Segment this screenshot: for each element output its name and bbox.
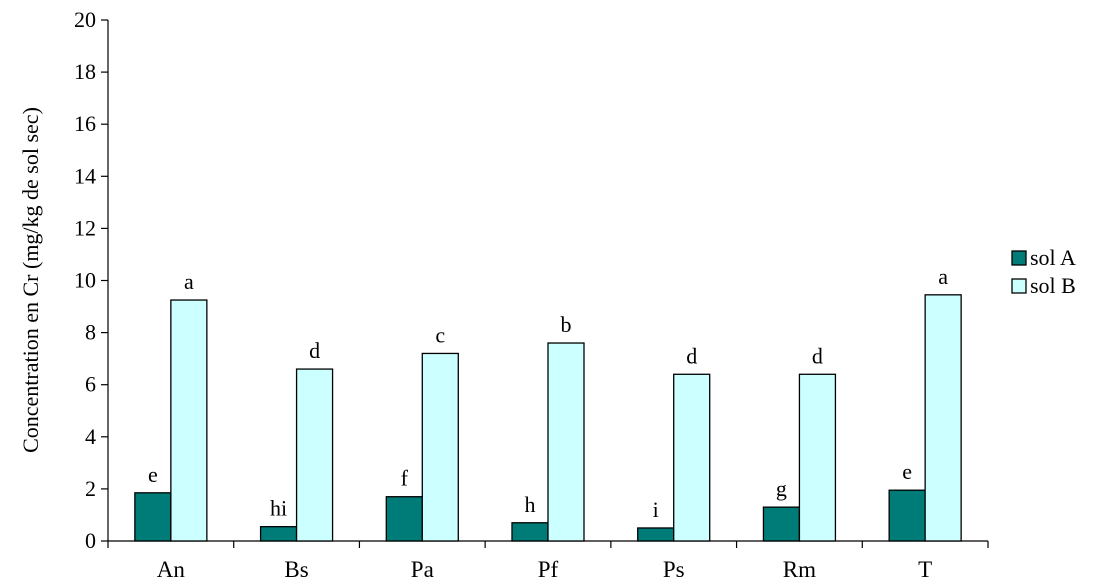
- legend-label: sol B: [1030, 273, 1076, 298]
- bars: e a hi d f c h b i d g d e a: [134, 264, 962, 542]
- x-tick-label: Pa: [411, 557, 434, 582]
- legend: sol A sol B: [1011, 245, 1076, 298]
- y-tick-label: 6: [85, 372, 96, 397]
- y-tick-label: 2: [85, 476, 96, 501]
- y-tick-label: 8: [85, 320, 96, 345]
- bar-sol-b-rm: [798, 373, 837, 542]
- bar-sol-b-pa: [421, 352, 459, 542]
- data-label: e: [902, 459, 912, 484]
- data-label: d: [309, 338, 320, 363]
- legend-swatch: [1011, 278, 1027, 294]
- bar-sol-a-rm: [762, 506, 801, 542]
- data-label: f: [401, 466, 409, 491]
- data-label: g: [776, 476, 787, 501]
- bar-sol-b-an: [170, 299, 208, 542]
- bar-sol-a-bs: [259, 526, 298, 542]
- bar-sol-b-bs: [295, 368, 334, 542]
- legend-swatch: [1011, 250, 1027, 266]
- bar-sol-b-t: [924, 294, 962, 542]
- y-tick-label: 10: [74, 268, 96, 293]
- data-label: b: [561, 312, 572, 337]
- y-tick-label: 14: [74, 163, 96, 188]
- x-tick-label: Pf: [538, 557, 559, 582]
- y-tick-label: 0: [85, 528, 96, 553]
- y-tick-label: 4: [85, 424, 96, 449]
- data-label: hi: [270, 496, 287, 521]
- bar-sol-a-ps: [637, 527, 675, 542]
- bar-sol-a-pa: [385, 496, 423, 542]
- bar-sol-b-ps: [673, 373, 711, 542]
- y-axis-title: Concentration en Cr (mg/kg de sol sec): [18, 107, 43, 453]
- bar-sol-a-t: [888, 489, 926, 542]
- x-tick-label: Bs: [284, 557, 308, 582]
- x-tick-label: T: [918, 557, 932, 582]
- bar-sol-a-pf: [511, 522, 549, 542]
- y-tick-label: 16: [74, 111, 96, 136]
- y-axis-title-group: Concentration en Cr (mg/kg de sol sec): [18, 107, 43, 453]
- x-tick-label: Rm: [783, 557, 816, 582]
- y-tick-label: 12: [74, 215, 96, 240]
- data-label: d: [686, 343, 697, 368]
- y-tick-label: 18: [74, 59, 96, 84]
- data-label: a: [938, 264, 948, 289]
- legend-label: sol A: [1030, 245, 1076, 270]
- data-label: e: [148, 462, 158, 487]
- x-tick-label: Ps: [663, 557, 685, 582]
- data-label: h: [525, 492, 536, 517]
- x-tick-label: An: [157, 557, 186, 582]
- bar-sol-a-an: [134, 492, 172, 542]
- data-label: a: [184, 269, 194, 294]
- data-label: d: [812, 343, 823, 368]
- axes: 0 2 4 6 8 10 12 14 16 18 20: [74, 7, 989, 553]
- bar-sol-b-pf: [547, 342, 585, 542]
- y-tick-label: 20: [74, 7, 96, 32]
- data-label: c: [435, 322, 445, 347]
- data-label: i: [653, 497, 659, 522]
- x-axis-labels: An Bs Pa Pf Ps Rm T: [157, 557, 932, 582]
